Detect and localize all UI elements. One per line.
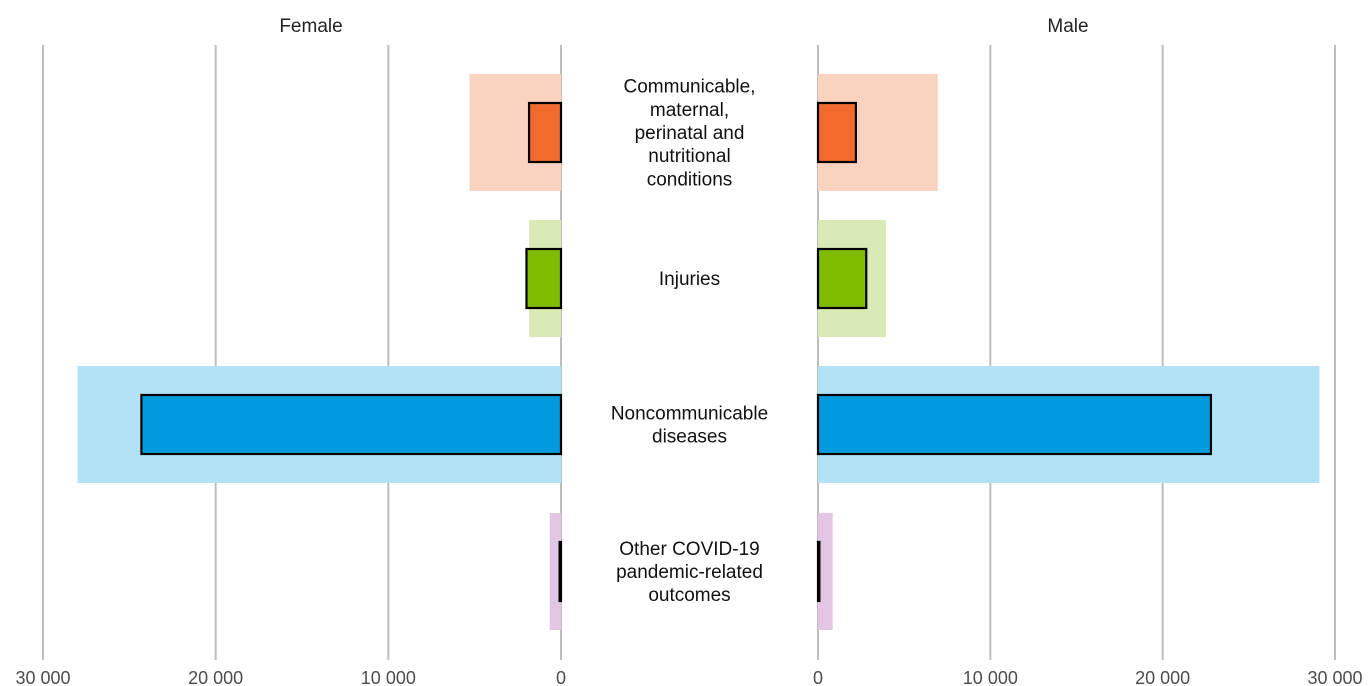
tick-label-female: 10 000 [361,668,416,686]
bar-female [140,393,563,456]
bar-female [525,247,563,310]
panel-title-female: Female [279,16,342,37]
category-labels: Communicable, maternal, perinatal and nutri… [611,77,768,607]
tick-label-male: 0 [813,668,823,686]
tick-label-male: 10 000 [963,668,1018,686]
tick-label-male: 20 000 [1135,668,1190,686]
category-label: Noncommunicable diseases [611,403,768,447]
tick-label-male: 30 000 [1307,668,1362,686]
axis-ticks: 30 000 20 000 10 000 0 0 10 000 20 000 30 000 [15,668,1362,686]
tick-label-female: 20 000 [188,668,243,686]
band-female [549,513,561,630]
panel-title-male: Male [1047,16,1088,37]
tick-label-female: 30 000 [15,668,70,686]
bar-male [816,393,1213,456]
category-label: Communicable, maternal, perinatal and nutri… [624,77,756,191]
bars [140,101,1213,603]
bar-female [558,540,563,603]
bar-male [816,247,868,310]
category-label: Other COVID-19 pandemic-related outcomes [616,539,763,606]
bar-male [816,540,821,603]
tick-label-female: 0 [556,668,566,686]
bar-female [527,101,563,164]
category-label: Injuries [659,269,720,290]
bar-male [816,101,858,164]
band-male [818,513,833,630]
